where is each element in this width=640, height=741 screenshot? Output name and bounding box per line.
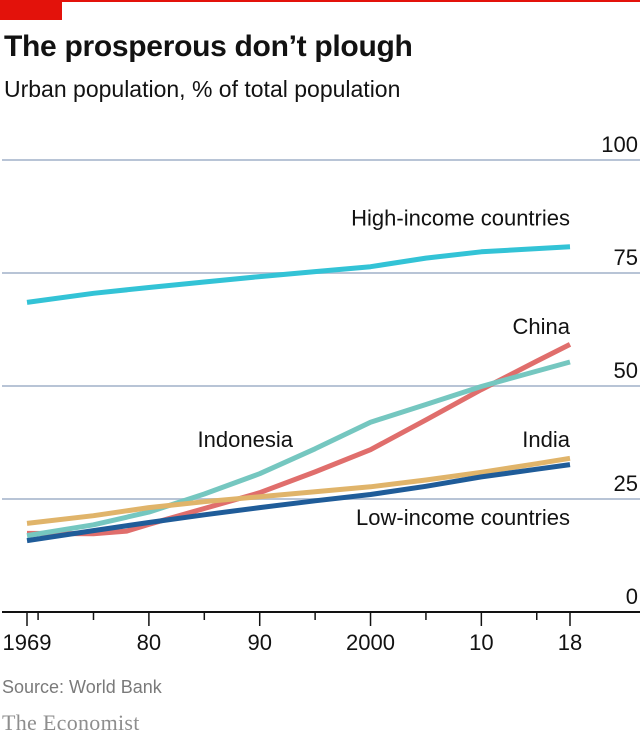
x-tick-label-1969: 1969 bbox=[3, 630, 52, 655]
chart-title: The prosperous don’t plough bbox=[4, 30, 413, 63]
annotation-high-income-countries: High-income countries bbox=[351, 206, 570, 231]
y-tick-label-100: 100 bbox=[601, 132, 638, 157]
series-line-indonesia bbox=[26, 359, 571, 539]
top-accent-rule bbox=[0, 0, 640, 2]
y-tick-label-50: 50 bbox=[614, 358, 638, 383]
annotation-low-income-countries: Low-income countries bbox=[356, 505, 570, 530]
publisher-logo: The Economist bbox=[2, 710, 140, 735]
x-tick-label-80: 80 bbox=[137, 630, 161, 655]
y-axis-labels: 0 25 50 75 100 bbox=[601, 132, 638, 609]
series-line-low-income-countries bbox=[26, 462, 571, 544]
x-axis-labels: 1969 80 90 2000 10 18 bbox=[3, 630, 583, 655]
series-annotations: High-income countries China Indonesia India… bbox=[198, 206, 571, 530]
series-lines bbox=[26, 244, 572, 544]
x-tick-label-10: 10 bbox=[469, 630, 493, 655]
series-line-high-income-countries bbox=[26, 244, 571, 305]
x-tick-label-18: 18 bbox=[558, 630, 582, 655]
top-accent-tab bbox=[0, 0, 62, 20]
y-tick-label-25: 25 bbox=[614, 471, 638, 496]
x-tick-label-90: 90 bbox=[247, 630, 271, 655]
series-line-india bbox=[26, 455, 571, 526]
annotation-indonesia: Indonesia bbox=[198, 427, 294, 452]
x-axis bbox=[2, 611, 640, 626]
source-note: Source: World Bank bbox=[2, 677, 162, 697]
annotation-india: India bbox=[522, 427, 570, 452]
x-tick-label-2000: 2000 bbox=[346, 630, 395, 655]
y-tick-label-75: 75 bbox=[614, 245, 638, 270]
annotation-china: China bbox=[513, 314, 571, 339]
chart-subtitle: Urban population, % of total population bbox=[4, 76, 401, 102]
y-tick-label-0: 0 bbox=[626, 584, 638, 609]
